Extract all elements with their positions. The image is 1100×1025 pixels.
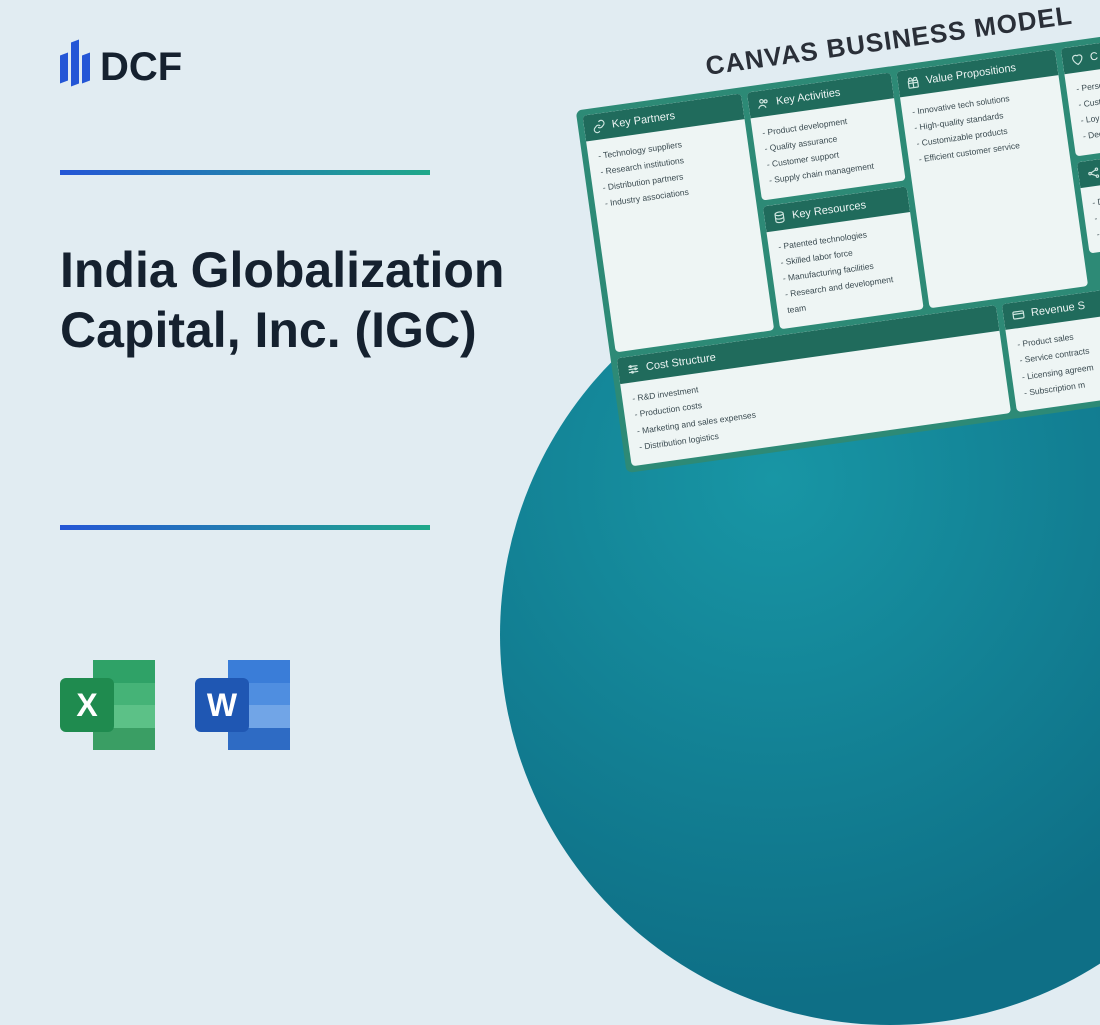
canvas-key-partners: Key Partners - Technology suppliers- Res…: [582, 93, 773, 352]
excel-letter: X: [60, 678, 114, 732]
logo-bars-icon: [60, 51, 90, 85]
brand-logo: DCF: [60, 45, 182, 90]
share-icon: [1085, 165, 1100, 181]
canvas-customer-rel-label: C: [1089, 50, 1099, 63]
database-icon: [771, 209, 787, 225]
heart-icon: [1069, 51, 1085, 67]
word-icon: W: [195, 660, 290, 750]
sliders-icon: [625, 361, 641, 377]
canvas-key-activities: Key Activities - Product development- Qu…: [747, 72, 906, 200]
brand-name: DCF: [100, 45, 182, 90]
canvas-key-resources-label: Key Resources: [791, 199, 867, 221]
canvas-key-resources: Key Resources - Patented technologies- S…: [763, 186, 924, 330]
link-icon: [591, 119, 607, 135]
file-format-icons: X W: [60, 660, 290, 750]
canvas-value-propositions: Value Propositions - Innovative tech sol…: [896, 49, 1087, 308]
canvas-key-resources-body: - Patented technologies- Skilled labor f…: [766, 212, 924, 330]
divider-bottom: [60, 525, 430, 530]
users-icon: [755, 96, 771, 112]
gift-icon: [905, 74, 921, 90]
business-model-canvas: CANVAS BUSINESS MODEL Key Partners - Tec…: [570, 0, 1100, 473]
divider-top: [60, 170, 430, 175]
canvas-cost-label: Cost Structure: [645, 352, 716, 374]
canvas-key-partners-label: Key Partners: [611, 110, 676, 131]
canvas-revenue-label: Revenue S: [1030, 300, 1086, 319]
canvas-key-activities-label: Key Activities: [775, 87, 841, 108]
canvas-key-partners-body: - Technology suppliers- Research institu…: [586, 119, 774, 352]
page-title: India Globalization Capital, Inc. (IGC): [60, 240, 510, 360]
card-icon: [1010, 307, 1026, 323]
canvas-value-props-body: - Innovative tech solutions- High-qualit…: [900, 75, 1088, 308]
excel-icon: X: [60, 660, 155, 750]
word-letter: W: [195, 678, 249, 732]
